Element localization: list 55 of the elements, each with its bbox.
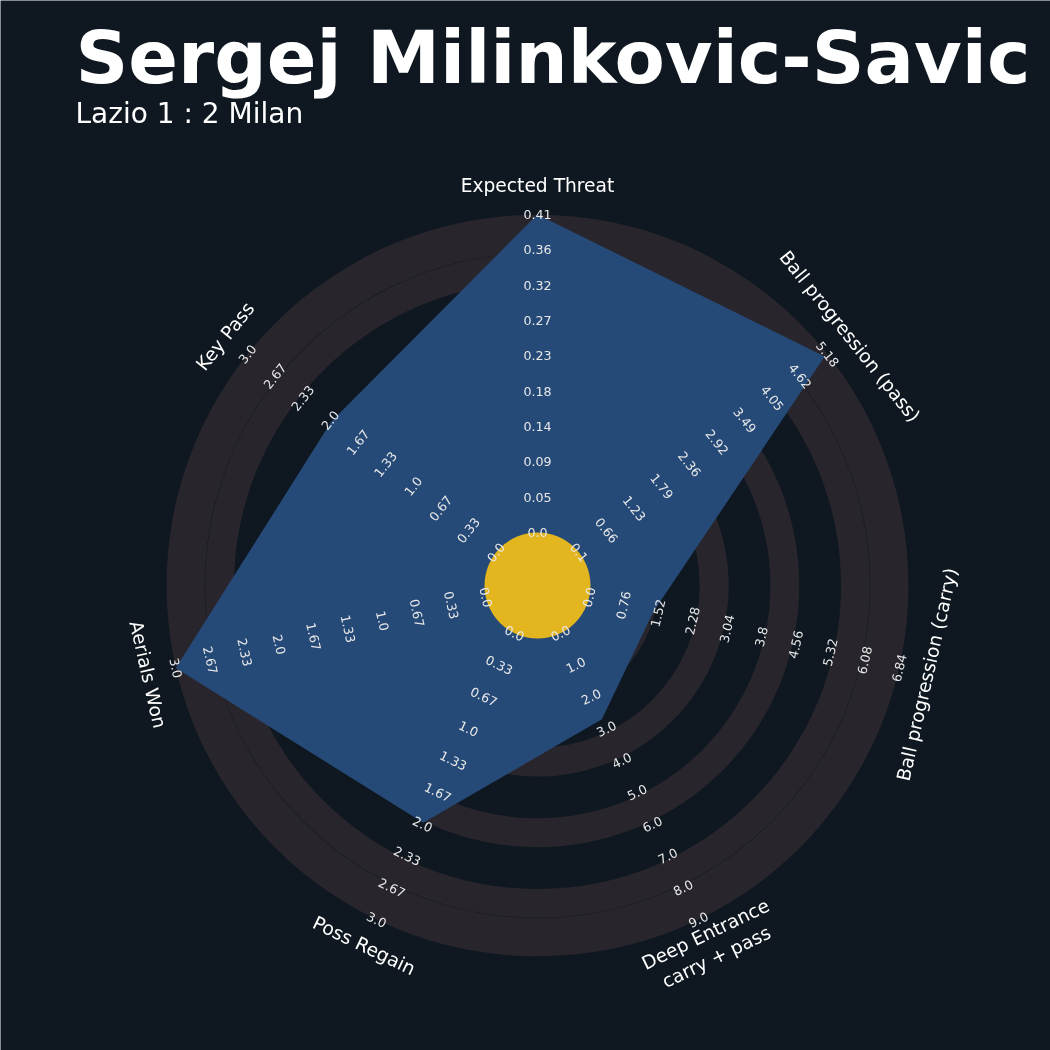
text: 0.0 [502,622,527,645]
text: 3.0 [364,908,389,931]
text: 0.0 [476,585,496,609]
text: 0.05 [523,489,552,505]
text: 2.33 [391,843,424,869]
text: 6.0 [640,813,665,836]
text: 2.0 [578,685,604,709]
text: 0.41 [523,207,552,222]
text: 0.76 [613,589,635,621]
text: 1.33 [337,613,359,645]
text: 1.0 [563,653,589,677]
text: 5.0 [624,781,650,804]
text: 6.08 [854,644,876,676]
text: 2.67 [199,644,221,676]
text: 7.0 [655,844,681,868]
text: 1.0 [456,717,481,740]
text: 0.09 [523,454,552,470]
text: 3.0 [594,717,619,740]
text: 2.28 [682,605,703,637]
text: 3.04 [716,613,738,645]
text: 6.84 [888,652,910,684]
text: 1.67 [303,621,325,653]
text: 3.0 [235,341,260,367]
text: 1.0 [401,473,426,499]
text: 3.0 [166,656,186,680]
text: 2.67 [375,875,408,901]
text: 2.0 [410,813,435,836]
text: 0.33 [483,652,516,678]
text: 0.0 [579,585,599,609]
text: 2.0 [269,632,289,656]
text: 0.67 [467,684,500,710]
text: 0.0 [483,539,509,565]
text: 4.56 [785,629,807,660]
text: 2.0 [318,407,343,433]
text: 0.27 [523,313,552,328]
text: 0.23 [523,348,552,364]
text: 1.52 [647,597,669,629]
text: 0.32 [523,277,552,293]
text: 0.18 [523,383,552,399]
text: 4.0 [609,749,635,772]
text: 0.1 [566,539,592,566]
text: 8.0 [670,876,696,900]
text: 1.0 [372,609,393,633]
text: 3.8 [751,625,771,649]
text: 5.32 [819,636,841,668]
text: 0.0 [548,622,573,645]
text: 2.33 [234,636,256,668]
spoke-label: Expected Threat [460,175,615,197]
text: 0.14 [523,419,552,434]
text: 0.33 [440,589,462,621]
chart-title: Sergej Milinkovic-Savic [75,15,1031,100]
text: 0.67 [406,597,428,629]
text: 0.36 [523,242,552,258]
text: 1.67 [421,779,454,806]
text: 1.33 [437,747,470,774]
